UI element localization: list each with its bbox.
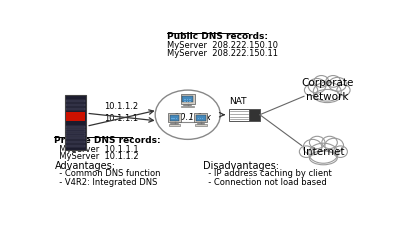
Ellipse shape xyxy=(309,151,337,165)
Text: 10.1.1.1: 10.1.1.1 xyxy=(104,114,138,123)
FancyBboxPatch shape xyxy=(200,118,201,119)
Text: MyServer  10.1.1.1: MyServer 10.1.1.1 xyxy=(55,145,139,154)
Text: - Connection not load based: - Connection not load based xyxy=(203,178,327,187)
Ellipse shape xyxy=(303,139,322,155)
FancyBboxPatch shape xyxy=(66,112,85,121)
FancyBboxPatch shape xyxy=(66,133,85,136)
FancyBboxPatch shape xyxy=(189,101,191,102)
Ellipse shape xyxy=(308,79,326,93)
FancyBboxPatch shape xyxy=(184,99,186,100)
FancyBboxPatch shape xyxy=(66,145,85,147)
Ellipse shape xyxy=(334,146,347,158)
Text: - IP address caching by client: - IP address caching by client xyxy=(203,169,332,178)
FancyBboxPatch shape xyxy=(66,104,85,106)
FancyBboxPatch shape xyxy=(196,115,206,121)
FancyBboxPatch shape xyxy=(186,99,188,100)
Text: MyServer  208.222.150.11: MyServer 208.222.150.11 xyxy=(167,49,278,58)
Ellipse shape xyxy=(322,136,337,149)
FancyBboxPatch shape xyxy=(198,118,199,119)
Ellipse shape xyxy=(299,146,313,158)
Ellipse shape xyxy=(314,89,341,103)
FancyBboxPatch shape xyxy=(229,109,249,121)
Text: MyServer  208.222.150.10: MyServer 208.222.150.10 xyxy=(167,41,278,50)
Text: Advantages:: Advantages: xyxy=(55,161,116,171)
Text: Disadvantages:: Disadvantages: xyxy=(203,161,279,171)
Text: MyServer  10.1.1.2: MyServer 10.1.1.2 xyxy=(55,152,139,161)
FancyBboxPatch shape xyxy=(202,118,203,119)
FancyBboxPatch shape xyxy=(181,94,195,104)
Text: 10.1.1.2: 10.1.1.2 xyxy=(104,102,138,111)
FancyBboxPatch shape xyxy=(66,137,85,139)
FancyBboxPatch shape xyxy=(173,118,175,119)
FancyBboxPatch shape xyxy=(181,106,194,107)
Ellipse shape xyxy=(326,76,341,87)
FancyBboxPatch shape xyxy=(170,115,179,121)
FancyBboxPatch shape xyxy=(194,113,207,122)
FancyBboxPatch shape xyxy=(183,96,193,102)
Text: Public DNS records:: Public DNS records: xyxy=(167,32,268,41)
FancyBboxPatch shape xyxy=(184,101,186,102)
FancyBboxPatch shape xyxy=(66,129,85,132)
FancyBboxPatch shape xyxy=(66,125,85,128)
Ellipse shape xyxy=(337,85,350,96)
Ellipse shape xyxy=(314,76,329,87)
Text: - V4R2: Integrated DNS: - V4R2: Integrated DNS xyxy=(55,178,158,187)
FancyBboxPatch shape xyxy=(66,141,85,143)
FancyBboxPatch shape xyxy=(176,118,177,119)
Text: 10.1.1 x: 10.1.1 x xyxy=(174,112,211,122)
Ellipse shape xyxy=(313,82,341,101)
Ellipse shape xyxy=(325,138,344,153)
FancyBboxPatch shape xyxy=(249,109,260,121)
Ellipse shape xyxy=(309,136,325,149)
FancyBboxPatch shape xyxy=(169,124,181,126)
FancyBboxPatch shape xyxy=(189,99,191,100)
Ellipse shape xyxy=(304,85,318,96)
FancyBboxPatch shape xyxy=(195,124,207,126)
FancyBboxPatch shape xyxy=(66,108,85,110)
FancyBboxPatch shape xyxy=(186,101,188,102)
Text: Internet: Internet xyxy=(303,147,344,157)
Text: NAT: NAT xyxy=(229,97,247,106)
Ellipse shape xyxy=(309,143,338,163)
FancyBboxPatch shape xyxy=(171,118,173,119)
Text: Corporate
network: Corporate network xyxy=(301,79,354,102)
FancyBboxPatch shape xyxy=(168,113,181,122)
FancyBboxPatch shape xyxy=(66,100,85,102)
Text: - Common DNS function: - Common DNS function xyxy=(55,169,161,178)
Ellipse shape xyxy=(329,77,347,91)
Text: Private DNS records:: Private DNS records: xyxy=(55,136,161,145)
FancyBboxPatch shape xyxy=(65,95,86,150)
